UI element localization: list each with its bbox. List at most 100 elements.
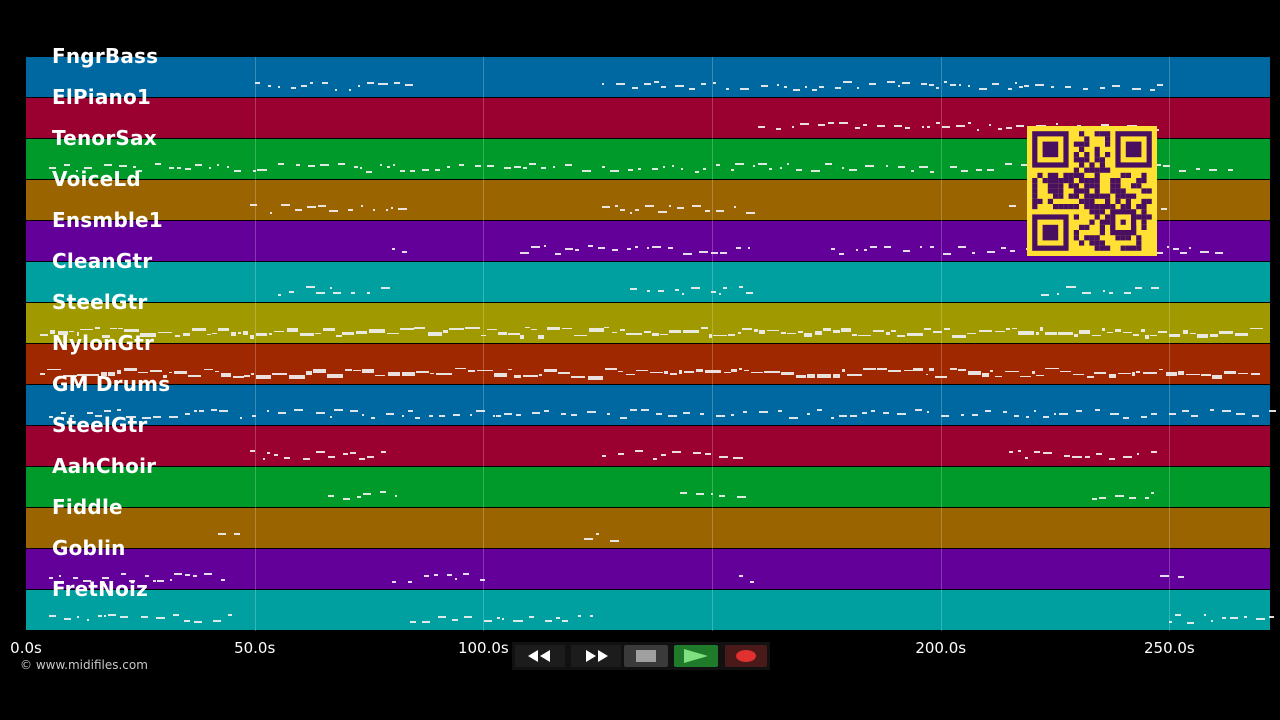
track-lane[interactable]	[26, 303, 1270, 344]
midi-note	[503, 166, 512, 169]
midi-note	[423, 574, 429, 577]
midi-note	[522, 375, 538, 378]
midi-note	[1076, 410, 1083, 413]
midi-note	[253, 169, 256, 172]
track-lane[interactable]	[26, 467, 1270, 508]
midi-note	[448, 328, 465, 331]
midi-note	[218, 410, 228, 413]
midi-note	[58, 574, 61, 577]
midi-note	[739, 575, 744, 578]
midi-note	[544, 369, 557, 373]
midi-note	[185, 167, 192, 170]
midi-note	[145, 575, 149, 578]
midi-note	[1008, 88, 1013, 91]
midi-note	[607, 413, 610, 416]
midi-note	[242, 330, 249, 335]
midi-note	[734, 206, 737, 209]
rewind-button[interactable]	[515, 645, 565, 667]
midi-note	[750, 580, 755, 583]
midi-note	[833, 374, 841, 379]
midi-note	[1000, 246, 1006, 249]
midi-note	[659, 333, 669, 335]
midi-note	[309, 82, 313, 85]
midi-note	[1169, 621, 1172, 624]
midi-note	[561, 619, 569, 622]
midi-note	[643, 82, 651, 85]
midi-note	[184, 413, 191, 416]
midi-note	[1268, 409, 1277, 412]
midi-note	[1118, 372, 1132, 374]
midi-note	[555, 617, 560, 620]
midi-note	[329, 210, 338, 213]
midi-note	[132, 165, 136, 168]
midi-note	[1005, 163, 1013, 166]
track-label: GM Drums	[52, 372, 171, 396]
midi-note	[1082, 292, 1091, 295]
midi-note	[316, 451, 326, 454]
midi-note	[385, 208, 388, 211]
rewind-icon	[528, 650, 550, 662]
track-lane[interactable]	[26, 57, 1270, 98]
play-button[interactable]	[674, 645, 718, 667]
midi-note	[780, 371, 795, 375]
track-lane[interactable]	[26, 590, 1270, 631]
midi-note	[870, 246, 877, 249]
midi-note	[838, 122, 849, 125]
midi-note	[1199, 250, 1210, 253]
midi-note	[1157, 330, 1168, 333]
track-lane[interactable]	[26, 344, 1270, 385]
midi-note	[475, 410, 486, 413]
track-lane[interactable]	[26, 385, 1270, 426]
midi-note	[77, 374, 91, 377]
midi-note	[893, 124, 902, 127]
midi-note	[1255, 617, 1265, 620]
midi-note	[220, 579, 225, 582]
midi-note	[704, 452, 712, 455]
midi-note	[1102, 290, 1106, 293]
midi-note	[168, 166, 174, 169]
midi-note	[126, 415, 136, 418]
midi-note	[508, 368, 513, 370]
track-lane[interactable]	[26, 262, 1270, 303]
midi-note	[322, 327, 336, 331]
midi-note	[615, 205, 618, 208]
midi-note	[799, 123, 810, 126]
midi-note	[733, 456, 743, 459]
midi-note	[70, 415, 75, 418]
midi-note	[1036, 375, 1045, 377]
midi-note	[885, 331, 891, 335]
midi-note	[361, 413, 365, 416]
midi-note	[362, 368, 374, 373]
midi-note	[335, 334, 342, 337]
stop-button[interactable]	[624, 645, 668, 667]
midi-note	[400, 169, 405, 172]
midi-note	[672, 451, 681, 454]
midi-note	[924, 327, 932, 330]
record-button[interactable]	[725, 645, 767, 667]
midi-note	[169, 416, 178, 419]
midi-note	[1175, 614, 1181, 617]
midi-note	[693, 452, 702, 455]
midi-note	[681, 292, 684, 295]
midi-note	[635, 369, 649, 371]
midi-note	[872, 330, 885, 333]
midi-note	[269, 211, 272, 214]
track-lane[interactable]	[26, 508, 1270, 549]
track-lane[interactable]	[26, 549, 1270, 590]
midi-note	[1211, 375, 1222, 380]
track-lane[interactable]	[26, 426, 1270, 467]
midi-note	[1024, 85, 1030, 88]
midi-note	[357, 496, 362, 499]
midi-note	[738, 286, 743, 289]
midi-note	[1210, 409, 1215, 412]
midi-note	[565, 247, 573, 250]
midi-note	[719, 292, 722, 295]
midi-note	[385, 413, 395, 416]
midi-note	[483, 619, 493, 622]
midi-note	[1003, 411, 1008, 414]
midi-note	[157, 579, 164, 582]
midi-note	[933, 331, 942, 334]
midi-note	[768, 167, 773, 170]
fast-forward-button[interactable]	[571, 645, 621, 667]
midi-note	[408, 580, 412, 583]
